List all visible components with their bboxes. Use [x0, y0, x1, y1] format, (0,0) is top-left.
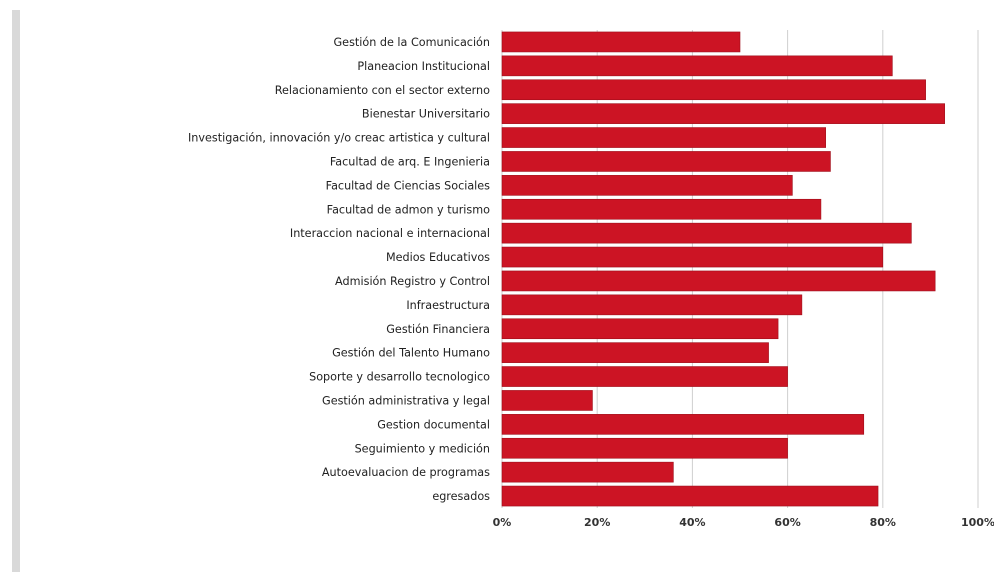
- category-label: Seguimiento y medición: [355, 442, 490, 455]
- category-label: egresados: [432, 490, 490, 503]
- category-labels: Gestión de la Comunicación Planeacion Ins…: [188, 36, 490, 503]
- category-label: Medios Educativos: [386, 251, 490, 264]
- category-label: Gestión de la Comunicación: [334, 36, 490, 49]
- category-label: Interaccion nacional e internacional: [290, 227, 490, 240]
- category-label: Facultad de Ciencias Sociales: [326, 179, 490, 192]
- x-axis-ticks: 0% 20% 40% 60% 80% 100%: [493, 516, 994, 529]
- x-tick-label: 60%: [774, 516, 800, 529]
- category-label: Facultad de admon y turismo: [327, 203, 490, 216]
- bar: [501, 55, 893, 77]
- category-label: Infraestructura: [406, 299, 490, 312]
- category-label: Gestión del Talento Humano: [332, 347, 490, 360]
- bar: [501, 198, 822, 220]
- bar: [501, 31, 741, 53]
- category-label: Gestion documental: [377, 418, 490, 431]
- bar: [501, 437, 788, 459]
- category-label: Bienestar Universitario: [362, 108, 490, 121]
- category-label: Admisión Registro y Control: [335, 275, 490, 288]
- bar: [501, 366, 788, 387]
- bar: [501, 294, 803, 316]
- bar: [501, 175, 793, 196]
- bar: [501, 342, 769, 363]
- bars: [501, 31, 945, 507]
- category-label: Gestión Financiera: [386, 323, 490, 336]
- x-tick-label: 80%: [870, 516, 896, 529]
- x-tick-label: 20%: [584, 516, 610, 529]
- bar: [501, 390, 593, 411]
- grid-lines: [501, 30, 979, 508]
- left-edge-bar: [12, 10, 20, 572]
- category-label: Investigación, innovación y/o creac arti…: [188, 132, 490, 145]
- bar: [501, 79, 926, 101]
- x-tick-label: 100%: [961, 516, 994, 529]
- x-tick-label: 40%: [679, 516, 705, 529]
- bar: [501, 461, 674, 483]
- category-label: Facultad de arq. E Ingenieria: [330, 155, 490, 168]
- bar: [501, 414, 865, 435]
- bar: [501, 151, 831, 172]
- bar: [501, 127, 826, 148]
- category-label: Gestión administrativa y legal: [322, 394, 490, 407]
- x-tick-label: 0%: [493, 516, 512, 529]
- bar: [501, 270, 936, 292]
- category-label: Planeacion Institucional: [357, 60, 490, 73]
- category-label: Relacionamiento con el sector externo: [275, 84, 490, 97]
- category-label: Autoevaluacion de programas: [322, 466, 490, 479]
- bar: [501, 318, 779, 340]
- bar: [501, 485, 879, 507]
- bar: [501, 246, 884, 268]
- category-label: Soporte y desarrollo tecnologico: [309, 371, 490, 384]
- bar: [501, 103, 945, 124]
- bar: [501, 222, 912, 244]
